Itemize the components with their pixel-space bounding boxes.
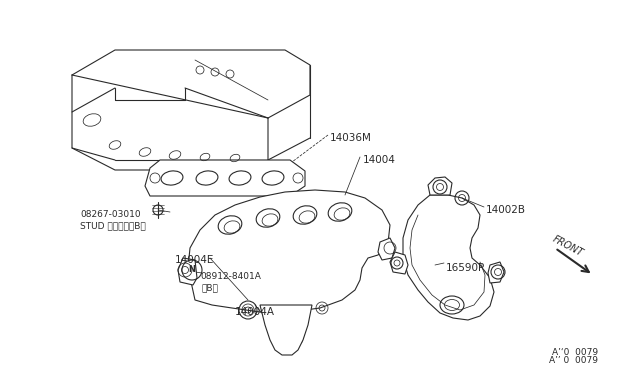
- Text: FRONT: FRONT: [551, 234, 585, 258]
- Text: 14004A: 14004A: [235, 307, 275, 317]
- Text: 08267-03010: 08267-03010: [80, 210, 141, 219]
- Polygon shape: [378, 238, 395, 260]
- Text: 14004: 14004: [363, 155, 396, 165]
- Text: A’’ 0  0079: A’’ 0 0079: [549, 356, 598, 365]
- Polygon shape: [403, 195, 494, 320]
- Polygon shape: [260, 305, 312, 355]
- Text: 16590P: 16590P: [446, 263, 485, 273]
- Polygon shape: [145, 160, 305, 196]
- Polygon shape: [488, 262, 504, 283]
- Text: A’‘0  0079: A’‘0 0079: [552, 348, 598, 357]
- Text: 08912-8401A: 08912-8401A: [200, 272, 261, 281]
- Text: 14004E: 14004E: [175, 255, 214, 265]
- Polygon shape: [178, 258, 197, 285]
- Text: STUD スタッド（B）: STUD スタッド（B）: [80, 221, 146, 230]
- Text: （B）: （B）: [202, 283, 219, 292]
- Polygon shape: [188, 190, 390, 312]
- Text: 14002B: 14002B: [486, 205, 526, 215]
- Text: 14036M: 14036M: [330, 133, 372, 143]
- Polygon shape: [390, 252, 408, 274]
- Text: N: N: [189, 266, 195, 275]
- Polygon shape: [428, 177, 452, 195]
